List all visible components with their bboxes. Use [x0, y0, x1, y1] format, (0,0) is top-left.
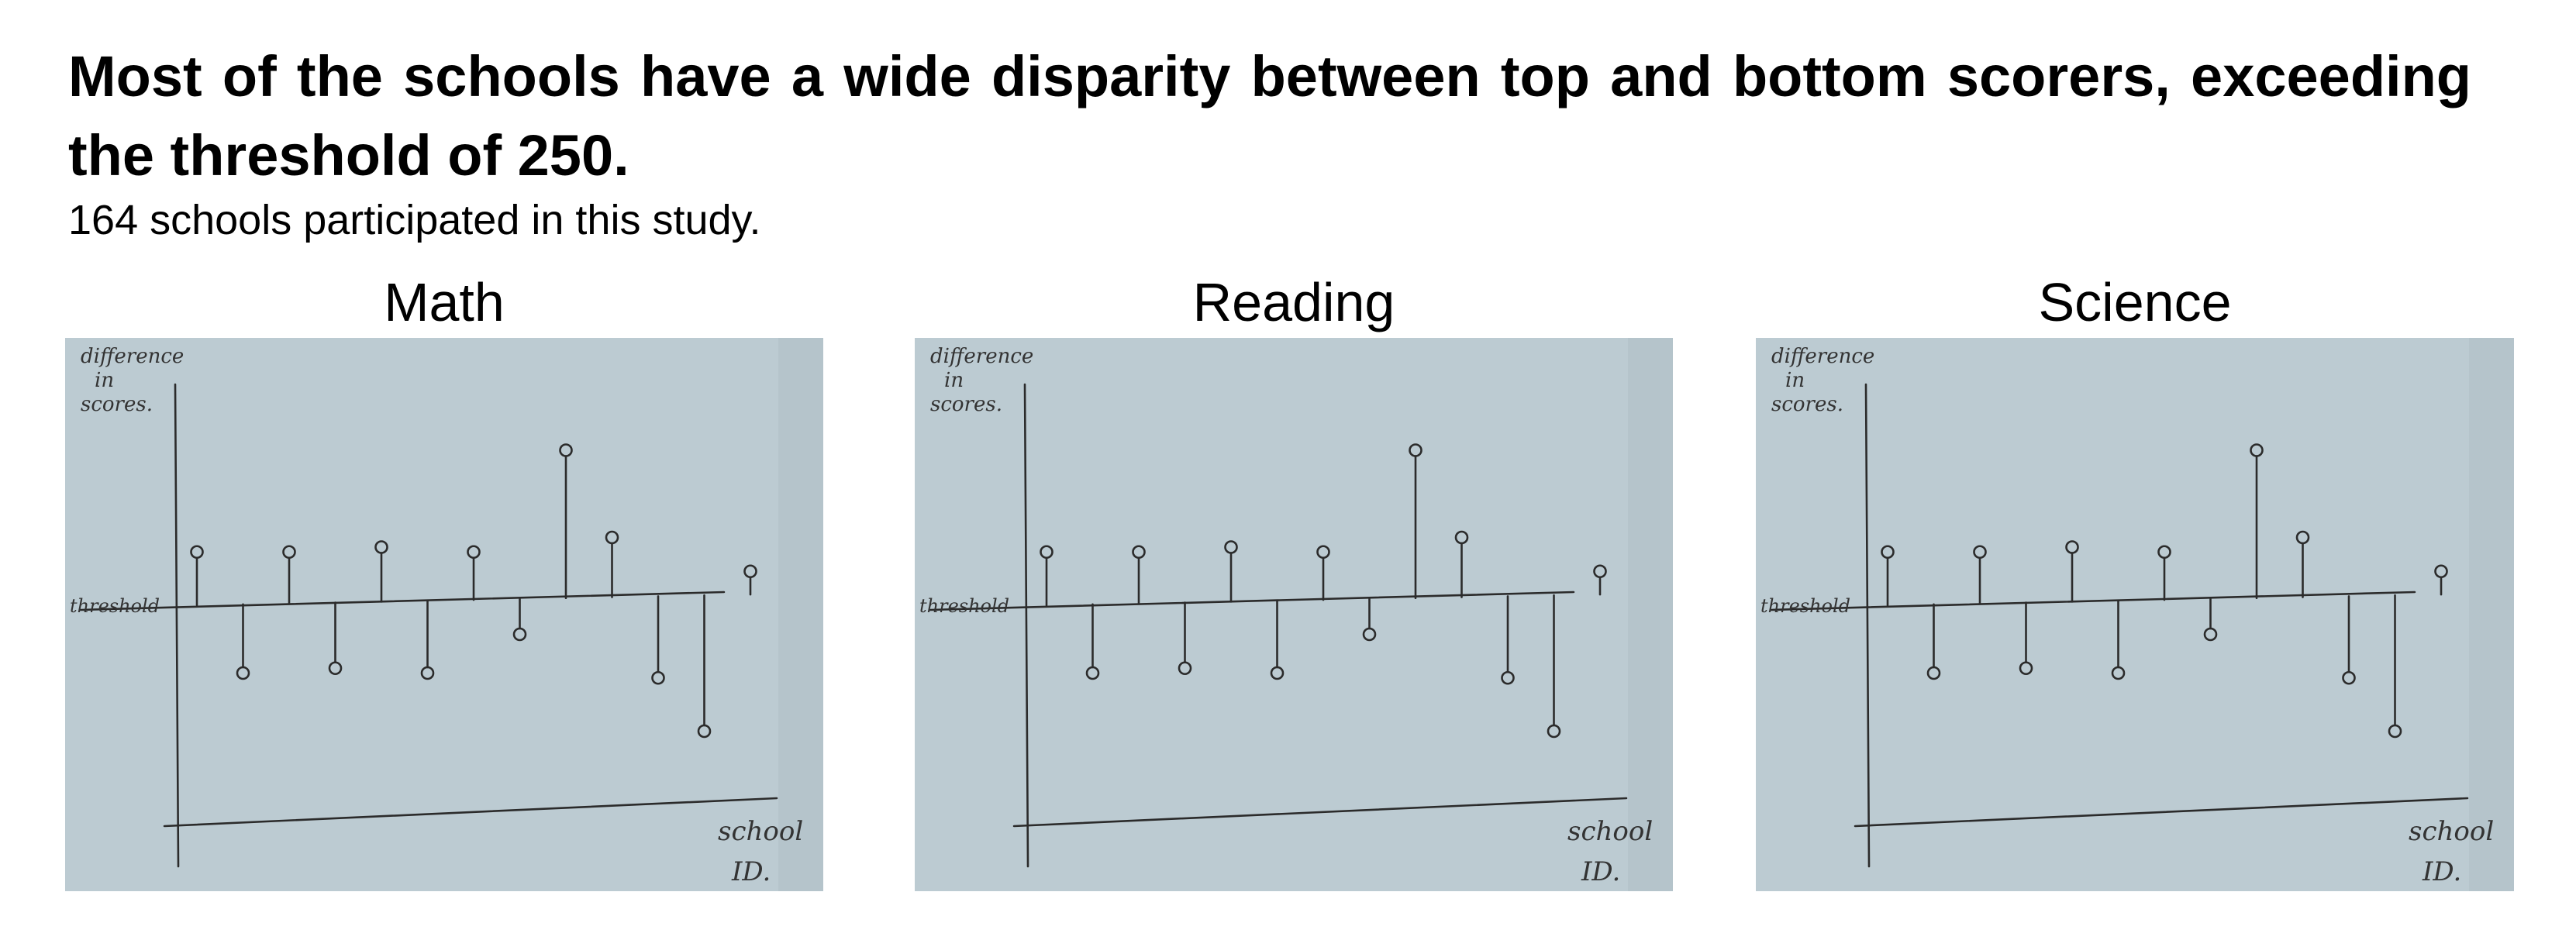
y-axis-label: difference in scores. — [930, 345, 1033, 416]
threshold-line — [79, 591, 726, 611]
lollipop-head — [2157, 545, 2171, 560]
lollipop-head — [236, 666, 250, 680]
threshold-label: threshold — [919, 595, 1009, 617]
chart-panel-science: Science difference in scores. threshold scho… — [1756, 271, 2514, 891]
lollipop-head — [1501, 670, 1515, 685]
x-axis-label-line: school — [1567, 816, 1653, 847]
chart-title: Science — [2038, 272, 2232, 332]
lollipop-head — [2019, 661, 2033, 676]
y-axis — [1023, 383, 1029, 868]
x-axis — [1854, 797, 2469, 828]
chart-sketch: difference in scores. threshold school ID. — [915, 338, 1673, 891]
lollipop-head — [1454, 530, 1469, 545]
lollipop-head — [697, 724, 712, 739]
x-axis — [1012, 797, 1628, 828]
lollipop-head — [2295, 530, 2310, 545]
headline: Most of the schools have a wide disparit… — [68, 44, 2471, 188]
lollipop-head — [420, 666, 435, 680]
x-axis-label-line: ID. — [2422, 856, 2461, 887]
lollipop-head — [2065, 540, 2079, 554]
y-axis-label-line: in — [1785, 369, 1805, 392]
lollipop-head — [1224, 540, 1238, 554]
lollipop-head — [2250, 443, 2264, 457]
lollipop-head — [2434, 564, 2448, 579]
lollipop-head — [2342, 670, 2356, 685]
y-axis-label-line: scores. — [1771, 393, 1843, 416]
paper-background — [65, 338, 823, 891]
lollipop-head — [512, 627, 527, 642]
chart-panel-reading: Reading difference in scores. threshold scho… — [915, 271, 1673, 891]
lollipop-head — [1593, 564, 1607, 579]
lollipop-head — [1132, 545, 1146, 560]
y-axis-label-line: scores. — [81, 393, 153, 416]
lollipop-head — [282, 545, 296, 560]
lollipop-head — [2203, 627, 2218, 642]
lollipop-head — [190, 545, 204, 560]
x-axis-label: school ID. — [718, 816, 803, 887]
chart-panel-math: Math difference in scores. threshold school I… — [65, 271, 823, 891]
y-axis-label-line: scores. — [930, 393, 1002, 416]
lollipop-head — [1973, 545, 1987, 560]
x-axis — [163, 797, 778, 828]
lollipop-head — [651, 670, 665, 685]
y-axis — [174, 383, 180, 868]
threshold-label: threshold — [1760, 595, 1850, 617]
threshold-line — [1770, 591, 2416, 611]
paper-shadow — [2469, 338, 2514, 891]
lollipop-head — [743, 564, 757, 579]
y-axis-label-line: in — [944, 369, 964, 392]
paper-background — [1756, 338, 2514, 891]
y-axis-label: difference in scores. — [1771, 345, 1874, 416]
lollipop-head — [1178, 661, 1192, 676]
subheadline: 164 schools participated in this study. — [68, 197, 761, 243]
lollipop-head — [1085, 666, 1100, 680]
y-axis-label-line: difference — [1771, 345, 1874, 368]
lollipop-head — [1362, 627, 1377, 642]
y-axis-label-line: difference — [81, 345, 184, 368]
lollipop-head — [1409, 443, 1422, 457]
y-axis-label-line: in — [95, 369, 114, 392]
lollipop-head — [1316, 545, 1330, 560]
lollipop-head — [1547, 724, 1561, 739]
threshold-label: threshold — [70, 595, 160, 617]
paper-shadow — [778, 338, 823, 891]
chart-title: Math — [384, 272, 505, 332]
chart-sketch: difference in scores. threshold school ID. — [65, 338, 823, 891]
x-axis-label-line: ID. — [1581, 856, 1620, 887]
x-axis-label-line: ID. — [731, 856, 771, 887]
threshold-line — [929, 591, 1575, 611]
x-axis-label: school ID. — [1567, 816, 1653, 887]
x-axis-label-line: school — [2409, 816, 2494, 847]
lollipop-head — [2388, 724, 2402, 739]
paper-background — [915, 338, 1673, 891]
lollipop-head — [328, 661, 343, 676]
paper-shadow — [1628, 338, 1673, 891]
lollipop-head — [1040, 545, 1054, 560]
x-axis-label-line: school — [718, 816, 803, 847]
y-axis — [1864, 383, 1871, 868]
lollipop-head — [1270, 666, 1285, 680]
y-axis-label-line: difference — [930, 345, 1033, 368]
x-axis-label: school ID. — [2409, 816, 2494, 887]
lollipop-head — [1926, 666, 1941, 680]
lollipop-head — [1881, 545, 1895, 560]
lollipop-head — [374, 540, 388, 554]
lollipop-head — [467, 545, 481, 560]
y-axis-label: difference in scores. — [81, 345, 184, 416]
chart-sketch: difference in scores. threshold school ID. — [1756, 338, 2514, 891]
chart-title: Reading — [1192, 272, 1395, 332]
lollipop-head — [605, 530, 619, 545]
lollipop-head — [559, 443, 573, 457]
lollipop-head — [2111, 666, 2126, 680]
